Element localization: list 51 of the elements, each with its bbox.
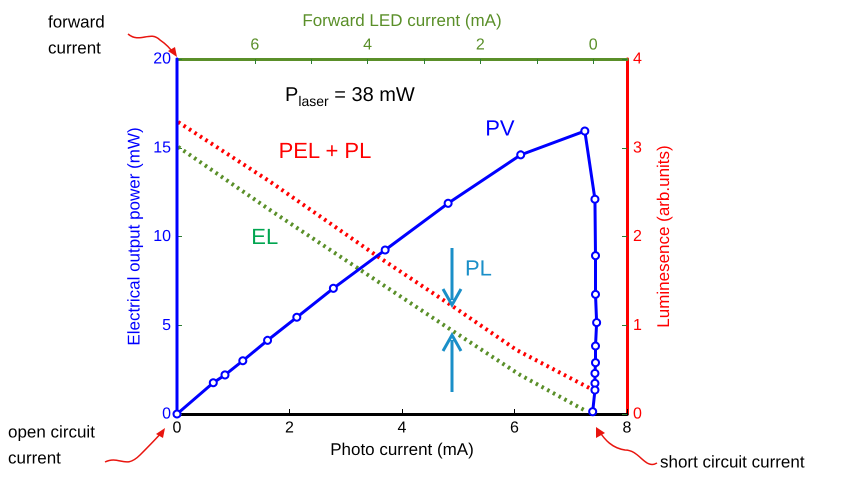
text: forward current xyxy=(48,12,105,58)
y-tick-label: 15 xyxy=(153,139,172,156)
point xyxy=(263,336,272,345)
y-axis-title: Electrical output power (mW) xyxy=(124,127,144,346)
y2-tick-label: 0 xyxy=(633,406,642,422)
x2-tick-label: 0 xyxy=(588,36,598,54)
annotation: PL xyxy=(465,256,492,280)
point xyxy=(292,312,302,322)
x-tick-label: 4 xyxy=(398,420,407,436)
y-tick-label: 20 xyxy=(153,50,172,68)
point xyxy=(590,386,600,395)
point xyxy=(591,290,600,299)
x-tick-label: 0 xyxy=(172,420,182,436)
x2-tick-label: 4 xyxy=(363,36,372,54)
point xyxy=(516,150,526,160)
point xyxy=(591,251,600,260)
point xyxy=(580,126,590,136)
point xyxy=(590,368,600,378)
point xyxy=(172,410,182,418)
x2-tick-label: 6 xyxy=(250,36,260,54)
series-label: PV xyxy=(485,116,515,141)
point xyxy=(591,342,600,351)
series-label: EL xyxy=(251,224,278,249)
point xyxy=(238,356,248,366)
y2-tick-label: 4 xyxy=(633,50,642,68)
y2-tick-label: 1 xyxy=(633,316,642,334)
x-tick-label: 6 xyxy=(510,420,520,436)
point xyxy=(590,378,600,388)
y-tick-label: 10 xyxy=(153,228,172,245)
text: short circuit current xyxy=(660,452,805,472)
point xyxy=(220,370,230,380)
y2-tick-label: 3 xyxy=(633,139,642,156)
point xyxy=(591,358,600,368)
x-tick-label: 2 xyxy=(285,420,294,436)
y2-axis-title: Luminesence (arb.units) xyxy=(654,145,673,328)
point xyxy=(588,407,598,416)
y2-tick-label: 2 xyxy=(633,228,642,245)
y-tick-label: 5 xyxy=(162,316,172,334)
point xyxy=(380,245,390,254)
series-label: PEL + PL xyxy=(278,138,372,163)
point xyxy=(328,284,338,293)
point xyxy=(444,198,453,208)
text: open circuit current xyxy=(8,422,96,468)
x2-tick-label: 2 xyxy=(476,36,485,54)
point xyxy=(590,194,600,204)
x-axis-title: Photo current (mA) xyxy=(330,440,474,459)
point xyxy=(592,318,602,328)
x-tick-label: 8 xyxy=(622,420,632,436)
x2-axis-title: Forward LED current (mA) xyxy=(302,11,502,30)
point xyxy=(208,378,218,388)
y-tick-label: 0 xyxy=(162,406,172,422)
